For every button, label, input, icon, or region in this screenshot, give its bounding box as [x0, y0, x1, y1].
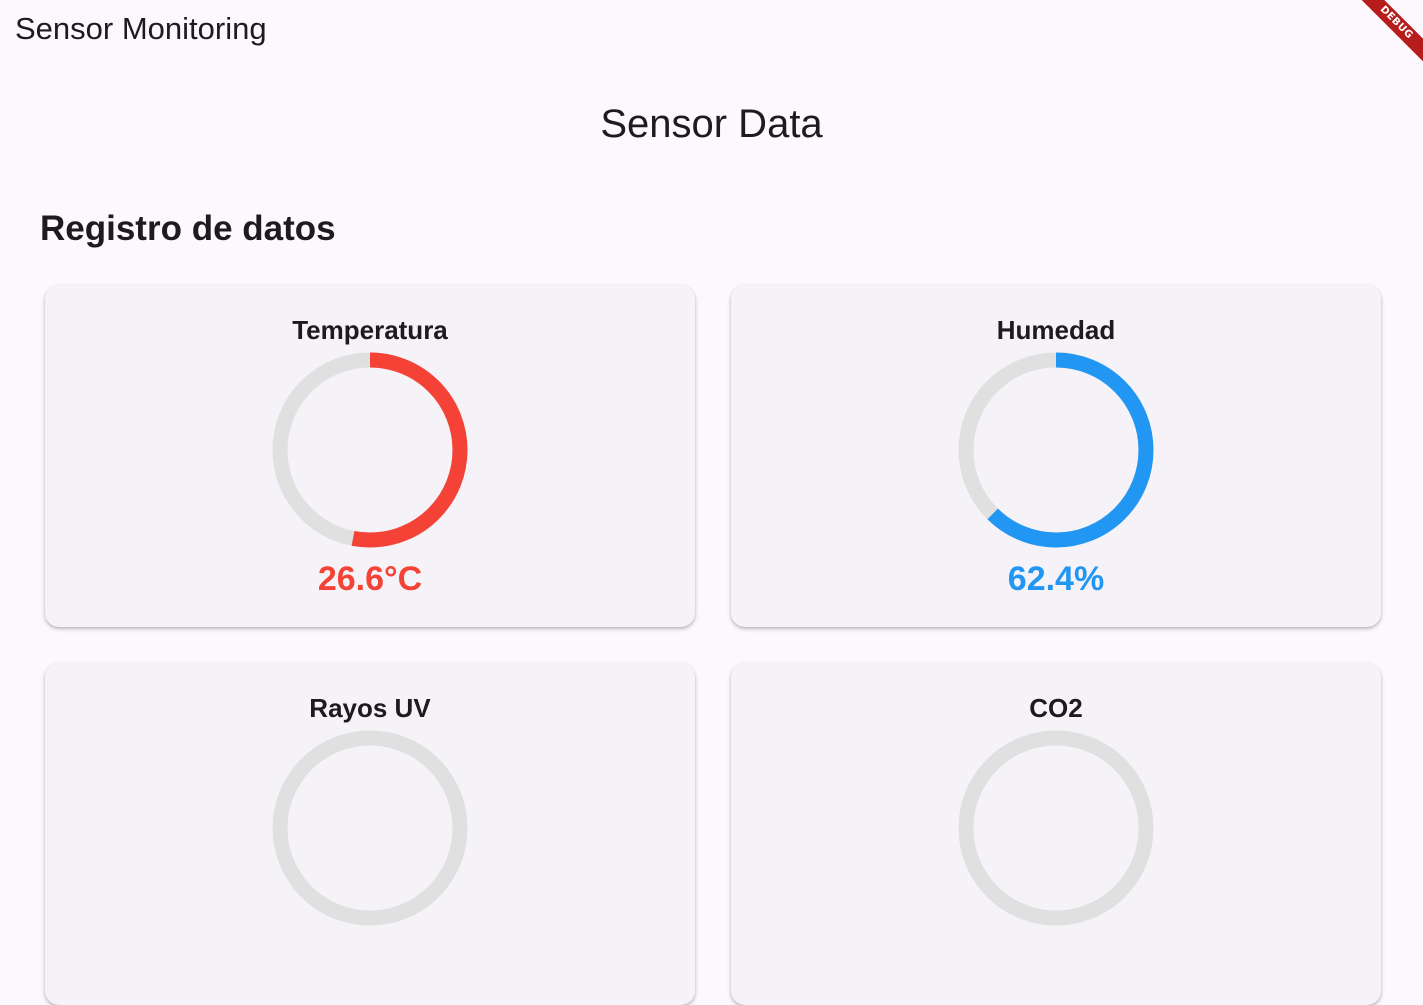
sensor-grid: Temperatura 26.6°C Humedad 62.4% Rayos U…	[45, 285, 1381, 1005]
sensor-card-title: Humedad	[996, 315, 1116, 345]
sensor-card-rayos-uv[interactable]: Rayos UV	[45, 663, 695, 1005]
app-bar-title: Sensor Monitoring	[15, 11, 267, 46]
page-heading: Sensor Data	[600, 102, 823, 146]
gauge-progress-arc	[958, 352, 1154, 548]
gauge-track	[958, 730, 1154, 926]
sensor-card-co2[interactable]: CO2	[731, 663, 1381, 1005]
sensor-card-value: 26.6°C	[317, 560, 423, 598]
sensor-card-humedad[interactable]: Humedad 62.4%	[731, 285, 1381, 627]
debug-banner-label: DEBUG	[1351, 0, 1423, 68]
sensor-card-title: Temperatura	[292, 315, 448, 345]
sensor-card-temperatura[interactable]: Temperatura 26.6°C	[45, 285, 695, 627]
debug-banner: DEBUG	[1343, 0, 1423, 80]
sensor-card-title: CO2	[1029, 693, 1083, 723]
humidity-gauge	[958, 352, 1154, 548]
sensor-card-title: Rayos UV	[309, 693, 431, 723]
temperature-gauge	[272, 352, 468, 548]
sensor-card-value: 62.4%	[1007, 560, 1105, 598]
section-title: Registro de datos	[40, 209, 336, 248]
uv-gauge	[272, 730, 468, 926]
gauge-track	[272, 730, 468, 926]
co2-gauge	[958, 730, 1154, 926]
gauge-progress-arc	[272, 352, 468, 548]
